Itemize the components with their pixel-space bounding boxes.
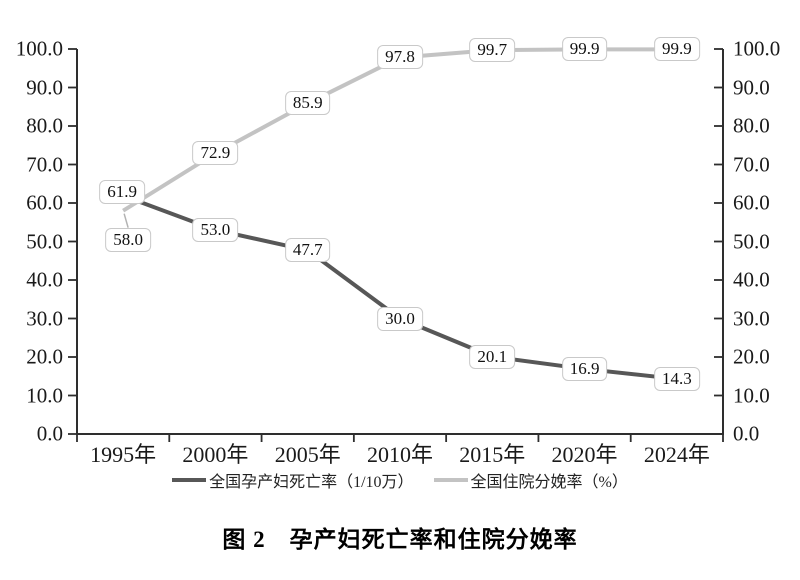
legend-line-swatch-light	[433, 478, 468, 482]
legend-line-swatch-dark	[172, 478, 207, 482]
legend-label-hospital-delivery: 全国住院分娩率（%）	[470, 474, 628, 491]
legend-item-maternal-mortality: 全国孕产妇死亡率（1/10万）	[172, 468, 414, 492]
series-line-hospital-delivery	[122, 47, 677, 213]
chart-legend: 全国孕产妇死亡率（1/10万） 全国住院分娩率（%）	[0, 468, 800, 492]
series-line-maternal-mortality	[122, 193, 678, 381]
legend-label-maternal-mortality: 全国孕产妇死亡率（1/10万）	[209, 474, 414, 491]
legend-item-hospital-delivery: 全国住院分娩率（%）	[433, 468, 628, 492]
data-label-leader-line	[123, 213, 129, 228]
figure-caption: 图 2 孕产妇死亡率和住院分娩率	[222, 527, 578, 552]
